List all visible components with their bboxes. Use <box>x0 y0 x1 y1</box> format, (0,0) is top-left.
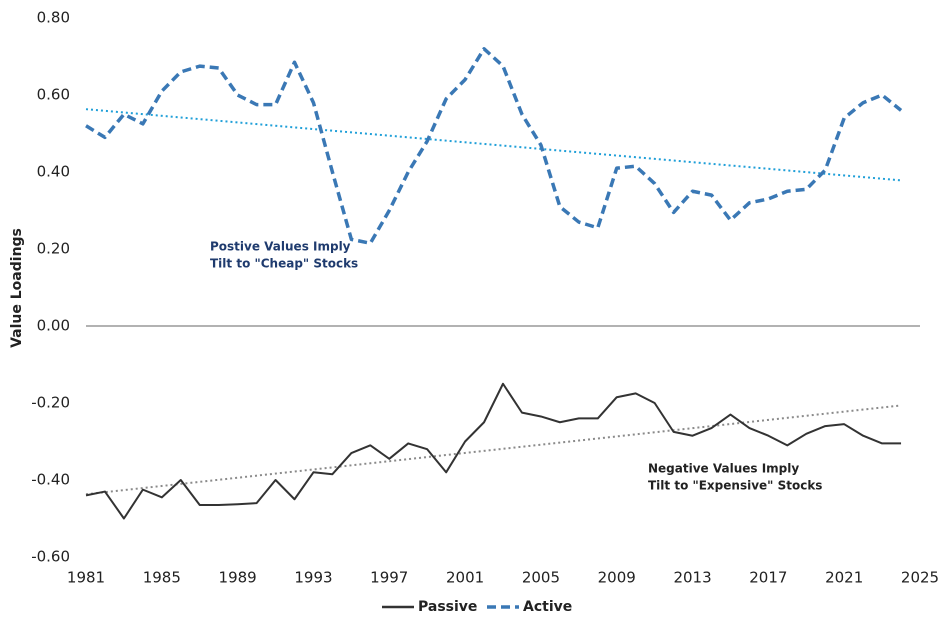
x-tick-label: 2009 <box>598 569 636 587</box>
annotation: Tilt to "Expensive" Stocks <box>648 479 822 493</box>
y-tick-label: 0.80 <box>37 9 70 27</box>
annotation: Postive Values Imply <box>210 240 351 254</box>
x-tick-label: 2005 <box>522 569 560 587</box>
y-axis-label: Value Loadings <box>9 228 25 348</box>
x-tick-label: 1985 <box>143 569 181 587</box>
annotation: Tilt to "Cheap" Stocks <box>210 257 358 271</box>
y-tick-label: -0.20 <box>31 394 70 412</box>
x-tick-label: 2013 <box>673 569 711 587</box>
y-tick-label: -0.40 <box>31 471 70 489</box>
legend-label: Passive <box>418 599 477 615</box>
y-tick-label: 0.00 <box>37 317 70 335</box>
y-tick-label: 0.40 <box>37 163 70 181</box>
x-tick-label: 1993 <box>294 569 332 587</box>
annotation: Negative Values Imply <box>648 462 799 476</box>
y-tick-label: -0.60 <box>31 548 70 566</box>
x-tick-label: 1989 <box>219 569 257 587</box>
legend-label: Active <box>523 599 572 615</box>
series-line <box>85 47 903 245</box>
y-tick-label: 0.20 <box>37 240 70 258</box>
trendline <box>85 404 902 496</box>
x-tick-label: 2025 <box>901 569 939 587</box>
y-tick-label: 0.60 <box>37 86 70 104</box>
x-tick-label: 2021 <box>825 569 863 587</box>
trendline <box>85 108 902 182</box>
x-tick-label: 2017 <box>749 569 787 587</box>
x-tick-label: 2001 <box>446 569 484 587</box>
x-tick-label: 1997 <box>370 569 408 587</box>
x-tick-label: 1981 <box>67 569 105 587</box>
series-line <box>85 382 902 520</box>
